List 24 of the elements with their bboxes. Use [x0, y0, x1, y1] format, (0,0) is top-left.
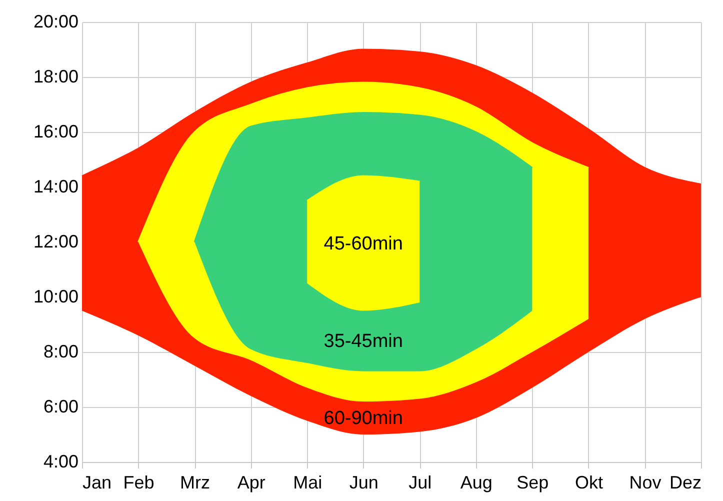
y-tick-label: 16:00: [33, 122, 78, 142]
x-tick-label: Sep: [516, 472, 549, 492]
x-tick-label: Nov: [629, 472, 662, 492]
x-tick-label: Jul: [408, 472, 432, 492]
y-tick-label: 20:00: [33, 12, 78, 32]
x-tick-label: Mai: [293, 472, 322, 492]
y-tick-label: 8:00: [43, 342, 78, 362]
y-tick-label: 4:00: [43, 452, 78, 472]
x-tick-label: Mrz: [180, 472, 210, 492]
x-tick-label: Jun: [349, 472, 378, 492]
x-tick-label: Aug: [460, 472, 492, 492]
y-tick-label: 18:00: [33, 66, 78, 86]
y-tick-label: 12:00: [33, 232, 78, 252]
annotation: 35-45min: [324, 331, 403, 352]
y-tick-label: 10:00: [33, 286, 78, 306]
x-tick-label: Dez: [669, 472, 702, 492]
y-tick-label: 6:00: [43, 396, 78, 416]
x-tick-label: Jan: [82, 472, 112, 492]
x-tick-label: Feb: [123, 472, 154, 492]
annotation: 45-60min: [324, 233, 403, 254]
x-tick-label: Okt: [574, 472, 603, 492]
x-tick-label: Apr: [237, 472, 266, 492]
y-tick-label: 14:00: [33, 176, 78, 196]
annotation: 60-90min: [324, 408, 403, 429]
